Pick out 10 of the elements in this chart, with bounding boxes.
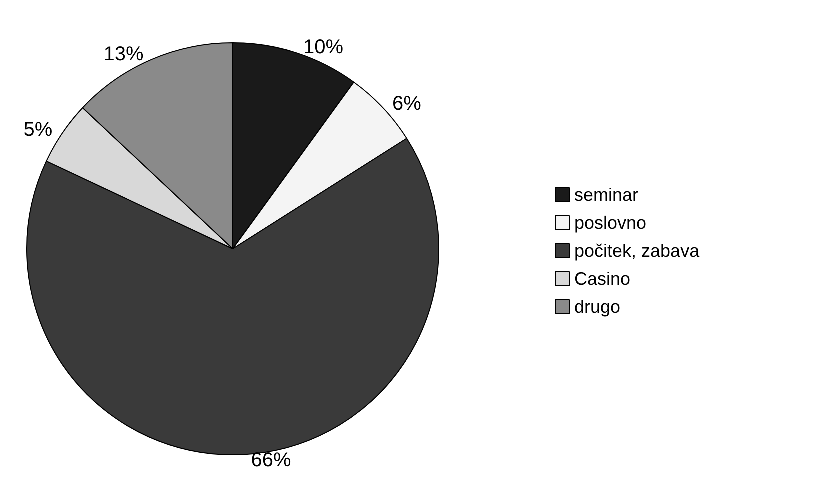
legend-label: počitek, zabava	[574, 241, 701, 261]
data-label: 10%	[304, 36, 344, 58]
legend-label: poslovno	[574, 213, 647, 233]
legend-label: drugo	[574, 297, 621, 317]
data-label: 5%	[24, 118, 53, 141]
data-label: 13%	[104, 43, 144, 66]
legend-label: seminar	[574, 185, 639, 205]
legend-label: Casino	[574, 269, 631, 289]
data-label: 6%	[392, 92, 422, 115]
data-label: 66%	[251, 450, 292, 472]
